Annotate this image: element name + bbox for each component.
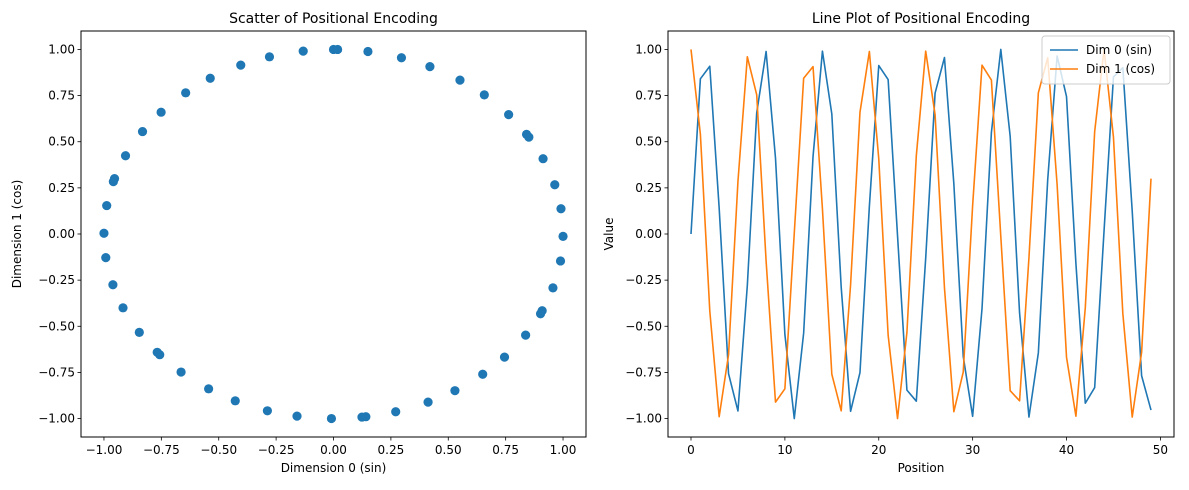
scatter-point xyxy=(262,406,272,416)
scatter-point xyxy=(204,384,214,394)
scatter-point xyxy=(292,411,302,421)
scatter-x-tick-label: 0.50 xyxy=(435,443,462,457)
scatter-point xyxy=(118,303,128,313)
scatter-y-tick-label: 0.75 xyxy=(48,89,75,103)
scatter-point xyxy=(423,397,433,407)
line-ticks: 0 10 20 30 40 50 −1.00 −0.75 −0.50 −0.25 0.00 0.25 0… xyxy=(625,42,1168,457)
scatter-point xyxy=(156,107,166,117)
scatter-point xyxy=(357,412,367,422)
line-y-tick-label: 1.00 xyxy=(635,42,662,56)
scatter-point xyxy=(450,386,460,396)
scatter-point xyxy=(101,253,111,263)
scatter-y-tick-label: 1.00 xyxy=(48,42,75,56)
legend-label-dim0: Dim 0 (sin) xyxy=(1086,43,1152,57)
scatter-point xyxy=(548,283,558,293)
scatter-y-tick-label: −0.25 xyxy=(38,273,75,287)
line-axes-frame xyxy=(667,30,1175,438)
line-x-axis-label: Position xyxy=(898,461,945,475)
series-line-dim1 xyxy=(690,48,1152,420)
scatter-point xyxy=(521,330,531,340)
scatter-point xyxy=(555,256,566,266)
scatter-title: Scatter of Positional Encoding xyxy=(229,11,438,27)
scatter-point xyxy=(205,73,215,83)
scatter-point xyxy=(396,53,407,63)
scatter-point xyxy=(499,352,510,362)
scatter-marks xyxy=(99,44,568,424)
line-y-tick-label: 0.00 xyxy=(635,227,662,241)
scatter-point xyxy=(535,309,546,319)
scatter-point xyxy=(236,60,246,70)
scatter-point xyxy=(391,407,401,417)
scatter-y-tick-label: −1.00 xyxy=(38,412,75,426)
scatter-point xyxy=(333,44,343,55)
line-y-tick-label: 0.75 xyxy=(635,89,662,103)
line-y-tick-label: 0.50 xyxy=(635,135,662,149)
scatter-point xyxy=(298,46,308,56)
scatter-point xyxy=(455,75,465,85)
scatter-point xyxy=(109,174,120,184)
scatter-point xyxy=(108,280,118,290)
line-x-tick-label: 10 xyxy=(777,443,792,457)
scatter-point xyxy=(181,88,191,98)
scatter-point xyxy=(264,52,275,62)
legend-box xyxy=(1041,35,1171,85)
scatter-point xyxy=(102,200,112,211)
line-x-tick-label: 30 xyxy=(965,443,980,457)
scatter-point xyxy=(504,109,514,120)
scatter-y-axis-label: Dimension 1 (cos) xyxy=(10,180,24,289)
scatter-x-tick-label: −1.00 xyxy=(86,443,123,457)
scatter-point xyxy=(152,347,162,357)
scatter-y-tick-label: 0.25 xyxy=(48,181,75,195)
scatter-axes-frame xyxy=(80,30,587,438)
scatter-point xyxy=(326,413,337,424)
scatter-x-axis-label: Dimension 0 (sin) xyxy=(281,461,387,475)
line-y-tick-label: −0.50 xyxy=(625,319,662,333)
scatter-x-tick-label: −0.75 xyxy=(143,443,180,457)
scatter-point xyxy=(363,46,373,57)
line-x-tick-label: 20 xyxy=(871,443,886,457)
scatter-y-tick-label: 0.00 xyxy=(48,227,75,241)
scatter-point xyxy=(558,231,568,241)
scatter-chart: −1.00 −0.75 −0.50 −0.25 0.00 0.25 0.50 0.75 1.00… xyxy=(10,11,587,475)
scatter-x-tick-label: 0.25 xyxy=(378,443,405,457)
scatter-point xyxy=(425,62,435,72)
scatter-point xyxy=(524,132,534,142)
scatter-point xyxy=(137,126,148,137)
scatter-point xyxy=(176,367,186,377)
line-y-tick-label: −0.25 xyxy=(625,273,662,287)
scatter-point xyxy=(134,327,144,337)
line-chart: 0 10 20 30 40 50 −1.00 −0.75 −0.50 −0.25 0.00 0.25 0… xyxy=(602,11,1175,475)
line-marks xyxy=(690,48,1152,420)
scatter-point xyxy=(478,369,488,379)
scatter-y-tick-label: 0.50 xyxy=(48,135,75,149)
scatter-x-tick-label: 0.00 xyxy=(320,443,347,457)
scatter-point xyxy=(538,154,548,164)
line-y-tick-label: −1.00 xyxy=(625,412,662,426)
line-y-axis-label: Value xyxy=(602,218,616,251)
scatter-point xyxy=(120,151,131,161)
scatter-point xyxy=(556,204,566,214)
scatter-ticks: −1.00 −0.75 −0.50 −0.25 0.00 0.25 0.50 0.75 1.00… xyxy=(38,42,576,457)
line-x-tick-label: 40 xyxy=(1059,443,1074,457)
scatter-x-tick-label: −0.25 xyxy=(258,443,295,457)
legend: Dim 0 (sin) Dim 1 (cos) xyxy=(1041,35,1171,85)
scatter-point xyxy=(550,180,560,190)
legend-label-dim1: Dim 1 (cos) xyxy=(1086,62,1155,76)
line-y-tick-label: −0.75 xyxy=(625,365,662,379)
series-line-dim0 xyxy=(690,48,1152,420)
line-title: Line Plot of Positional Encoding xyxy=(812,11,1030,27)
scatter-y-tick-label: −0.75 xyxy=(38,365,75,379)
scatter-x-tick-label: −0.50 xyxy=(200,443,237,457)
scatter-point xyxy=(230,396,240,406)
scatter-x-tick-label: 1.00 xyxy=(550,443,577,457)
scatter-point xyxy=(479,90,489,100)
scatter-y-tick-label: −0.50 xyxy=(38,319,75,333)
line-y-tick-label: 0.25 xyxy=(635,181,662,195)
scatter-x-tick-label: 0.75 xyxy=(492,443,519,457)
scatter-point xyxy=(99,228,109,238)
line-x-tick-label: 0 xyxy=(687,443,695,457)
line-x-tick-label: 50 xyxy=(1153,443,1168,457)
